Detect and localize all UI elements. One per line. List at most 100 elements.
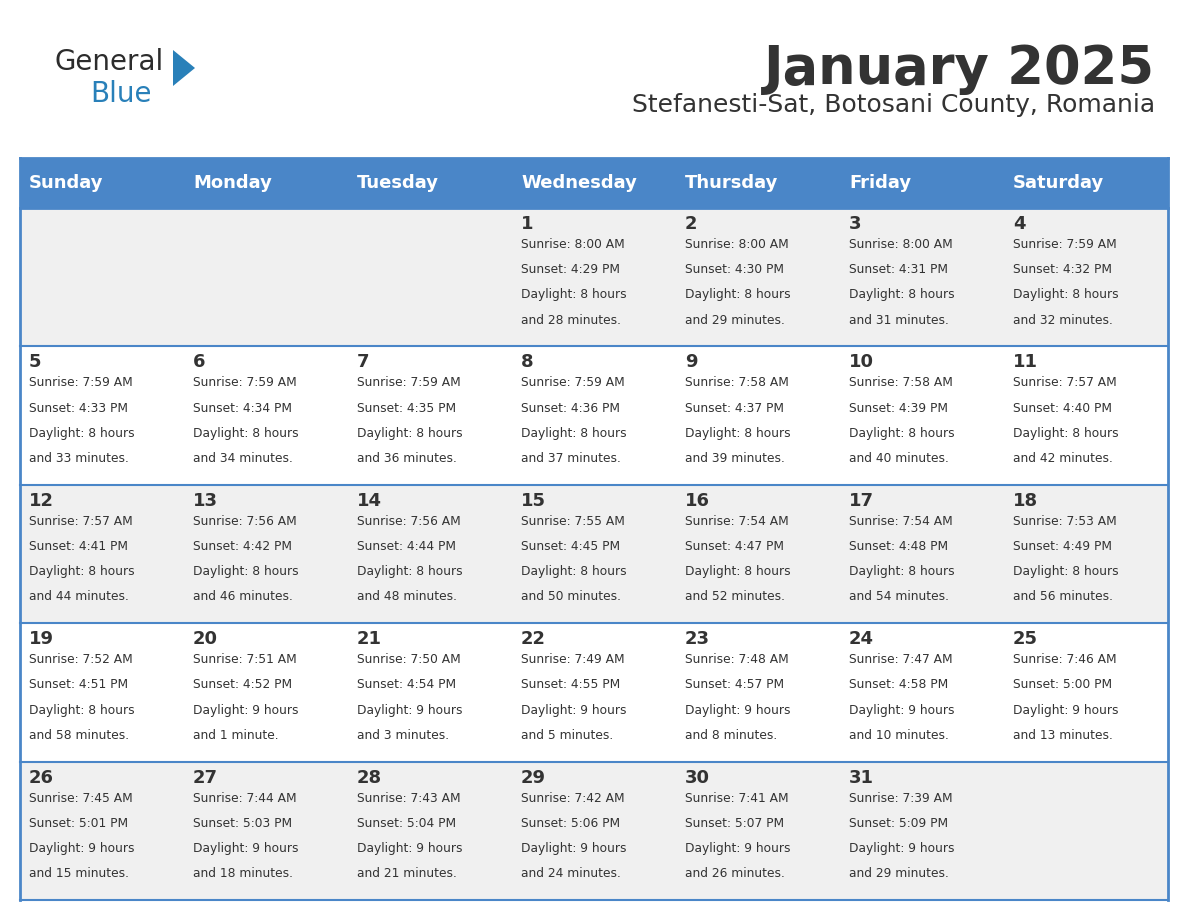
- Text: Sunrise: 7:49 AM: Sunrise: 7:49 AM: [522, 654, 625, 666]
- Text: and 44 minutes.: and 44 minutes.: [29, 590, 128, 603]
- Bar: [20, 623, 1168, 762]
- Text: and 18 minutes.: and 18 minutes.: [192, 868, 293, 880]
- Text: and 33 minutes.: and 33 minutes.: [29, 452, 128, 465]
- Text: Sunrise: 7:59 AM: Sunrise: 7:59 AM: [1013, 238, 1117, 251]
- Text: Sunrise: 8:00 AM: Sunrise: 8:00 AM: [685, 238, 789, 251]
- Text: Daylight: 9 hours: Daylight: 9 hours: [29, 842, 134, 855]
- Text: and 37 minutes.: and 37 minutes.: [522, 452, 621, 465]
- Text: Sunrise: 7:46 AM: Sunrise: 7:46 AM: [1013, 654, 1117, 666]
- Text: Sunrise: 7:41 AM: Sunrise: 7:41 AM: [685, 791, 789, 804]
- Text: 5: 5: [29, 353, 42, 372]
- Text: 28: 28: [358, 768, 383, 787]
- Text: 10: 10: [849, 353, 874, 372]
- Text: Sunrise: 7:51 AM: Sunrise: 7:51 AM: [192, 654, 297, 666]
- Text: Daylight: 8 hours: Daylight: 8 hours: [685, 288, 791, 301]
- Text: Daylight: 8 hours: Daylight: 8 hours: [522, 565, 626, 578]
- Text: Daylight: 8 hours: Daylight: 8 hours: [522, 288, 626, 301]
- Text: Sunrise: 8:00 AM: Sunrise: 8:00 AM: [849, 238, 953, 251]
- Bar: [20, 762, 1168, 900]
- Text: 24: 24: [849, 630, 874, 648]
- Bar: [840, 158, 1004, 208]
- Text: Sunset: 4:37 PM: Sunset: 4:37 PM: [685, 401, 784, 415]
- Text: and 31 minutes.: and 31 minutes.: [849, 314, 949, 327]
- Text: Daylight: 8 hours: Daylight: 8 hours: [358, 565, 462, 578]
- Bar: [20, 158, 184, 208]
- Text: Sunrise: 7:42 AM: Sunrise: 7:42 AM: [522, 791, 625, 804]
- Text: Daylight: 8 hours: Daylight: 8 hours: [29, 565, 134, 578]
- Text: Sunrise: 7:48 AM: Sunrise: 7:48 AM: [685, 654, 789, 666]
- Text: 1: 1: [522, 215, 533, 233]
- Text: and 46 minutes.: and 46 minutes.: [192, 590, 293, 603]
- Text: Sunset: 5:01 PM: Sunset: 5:01 PM: [29, 817, 128, 830]
- Text: and 42 minutes.: and 42 minutes.: [1013, 452, 1113, 465]
- Text: Sunset: 4:33 PM: Sunset: 4:33 PM: [29, 401, 128, 415]
- Text: and 24 minutes.: and 24 minutes.: [522, 868, 621, 880]
- Text: Daylight: 8 hours: Daylight: 8 hours: [849, 288, 955, 301]
- Text: 29: 29: [522, 768, 546, 787]
- Text: Sunrise: 7:59 AM: Sunrise: 7:59 AM: [358, 376, 461, 389]
- Text: and 54 minutes.: and 54 minutes.: [849, 590, 949, 603]
- Text: and 58 minutes.: and 58 minutes.: [29, 729, 129, 742]
- Text: Sunrise: 7:58 AM: Sunrise: 7:58 AM: [849, 376, 953, 389]
- Text: and 21 minutes.: and 21 minutes.: [358, 868, 457, 880]
- Text: 6: 6: [192, 353, 206, 372]
- Text: Daylight: 9 hours: Daylight: 9 hours: [849, 842, 954, 855]
- Bar: [512, 158, 676, 208]
- Text: Monday: Monday: [192, 174, 272, 192]
- Text: Sunrise: 7:55 AM: Sunrise: 7:55 AM: [522, 515, 625, 528]
- Text: Daylight: 9 hours: Daylight: 9 hours: [358, 842, 462, 855]
- Text: 3: 3: [849, 215, 861, 233]
- Text: Sunrise: 7:43 AM: Sunrise: 7:43 AM: [358, 791, 461, 804]
- Text: and 3 minutes.: and 3 minutes.: [358, 729, 449, 742]
- Text: and 52 minutes.: and 52 minutes.: [685, 590, 785, 603]
- Text: 20: 20: [192, 630, 219, 648]
- Bar: [1004, 158, 1168, 208]
- Text: Sunset: 4:54 PM: Sunset: 4:54 PM: [358, 678, 456, 691]
- Text: and 8 minutes.: and 8 minutes.: [685, 729, 777, 742]
- Text: and 29 minutes.: and 29 minutes.: [685, 314, 785, 327]
- Text: 2: 2: [685, 215, 697, 233]
- Text: and 39 minutes.: and 39 minutes.: [685, 452, 785, 465]
- Text: 22: 22: [522, 630, 546, 648]
- Text: Saturday: Saturday: [1013, 174, 1105, 192]
- Text: Sunset: 4:41 PM: Sunset: 4:41 PM: [29, 540, 128, 553]
- Text: 8: 8: [522, 353, 533, 372]
- Text: and 34 minutes.: and 34 minutes.: [192, 452, 293, 465]
- Text: and 56 minutes.: and 56 minutes.: [1013, 590, 1113, 603]
- Text: and 13 minutes.: and 13 minutes.: [1013, 729, 1113, 742]
- Bar: [184, 158, 348, 208]
- Text: Sunrise: 7:56 AM: Sunrise: 7:56 AM: [192, 515, 297, 528]
- Text: and 29 minutes.: and 29 minutes.: [849, 868, 949, 880]
- Text: Sunset: 4:52 PM: Sunset: 4:52 PM: [192, 678, 292, 691]
- Text: Sunrise: 7:54 AM: Sunrise: 7:54 AM: [685, 515, 789, 528]
- Text: Sunrise: 7:59 AM: Sunrise: 7:59 AM: [522, 376, 625, 389]
- Text: Sunrise: 8:00 AM: Sunrise: 8:00 AM: [522, 238, 625, 251]
- Text: Sunset: 5:06 PM: Sunset: 5:06 PM: [522, 817, 620, 830]
- Text: and 10 minutes.: and 10 minutes.: [849, 729, 949, 742]
- Text: Daylight: 9 hours: Daylight: 9 hours: [1013, 703, 1118, 717]
- Text: and 1 minute.: and 1 minute.: [192, 729, 279, 742]
- Text: Sunset: 5:04 PM: Sunset: 5:04 PM: [358, 817, 456, 830]
- Text: and 48 minutes.: and 48 minutes.: [358, 590, 457, 603]
- Text: 26: 26: [29, 768, 53, 787]
- Text: and 28 minutes.: and 28 minutes.: [522, 314, 621, 327]
- Text: Sunset: 4:57 PM: Sunset: 4:57 PM: [685, 678, 784, 691]
- Text: Sunset: 4:36 PM: Sunset: 4:36 PM: [522, 401, 620, 415]
- Bar: [20, 485, 1168, 623]
- Text: Sunset: 4:58 PM: Sunset: 4:58 PM: [849, 678, 948, 691]
- Text: 18: 18: [1013, 492, 1038, 509]
- Text: Sunset: 4:44 PM: Sunset: 4:44 PM: [358, 540, 456, 553]
- Text: Daylight: 9 hours: Daylight: 9 hours: [522, 842, 626, 855]
- Text: Sunset: 4:34 PM: Sunset: 4:34 PM: [192, 401, 292, 415]
- Text: 14: 14: [358, 492, 383, 509]
- Text: 7: 7: [358, 353, 369, 372]
- Text: Stefanesti-Sat, Botosani County, Romania: Stefanesti-Sat, Botosani County, Romania: [632, 93, 1155, 117]
- Text: Sunrise: 7:45 AM: Sunrise: 7:45 AM: [29, 791, 133, 804]
- Text: Tuesday: Tuesday: [358, 174, 440, 192]
- Text: Sunset: 4:51 PM: Sunset: 4:51 PM: [29, 678, 128, 691]
- Text: Friday: Friday: [849, 174, 911, 192]
- Text: and 15 minutes.: and 15 minutes.: [29, 868, 129, 880]
- Text: Daylight: 8 hours: Daylight: 8 hours: [192, 427, 298, 440]
- Text: Sunrise: 7:47 AM: Sunrise: 7:47 AM: [849, 654, 953, 666]
- Text: 15: 15: [522, 492, 546, 509]
